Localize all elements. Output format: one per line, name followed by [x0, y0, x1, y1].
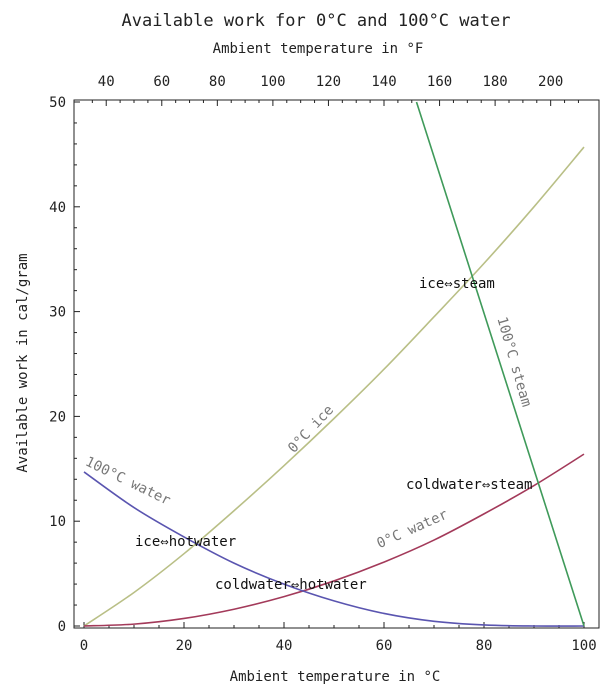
- y-tick-label: 0: [58, 619, 66, 635]
- x-axis-title: Ambient temperature in °C: [230, 669, 441, 685]
- x2-tick-label: 40: [98, 74, 115, 90]
- x-tick-label: 0: [80, 638, 88, 654]
- series-100c-water: [83, 471, 585, 627]
- chart-title: Available work for 0°C and 100°C water: [122, 11, 511, 31]
- x2-tick-label: 100: [260, 74, 285, 90]
- curve-label-0c-ice: 0°C ice: [285, 402, 337, 456]
- annotation-ice-hotwater: ice⇔hotwater: [135, 534, 236, 550]
- y-tick-label: 50: [49, 95, 66, 111]
- x2-tick-label: 180: [482, 74, 507, 90]
- curve-label-0c-water: 0°C water: [374, 507, 450, 552]
- y-tick-label: 20: [49, 409, 66, 425]
- x-tick-label: 60: [376, 638, 393, 654]
- annotation-ice-steam: ice⇔steam: [419, 276, 495, 292]
- series-0c-ice: [83, 146, 585, 627]
- x2-tick-label: 120: [316, 74, 341, 90]
- y-tick-label: 40: [49, 200, 66, 216]
- x2-tick-label: 160: [427, 74, 452, 90]
- x-tick-label: 80: [476, 638, 493, 654]
- y-axis-title: Available work in cal/gram: [15, 253, 31, 472]
- x-tick-label: 40: [276, 638, 293, 654]
- x-tick-label: 100: [571, 638, 596, 654]
- annotation-coldwater-hotwater: coldwater⇔hotwater: [215, 577, 367, 593]
- x2-tick-label: 60: [153, 74, 170, 90]
- plot-frame: [73, 99, 600, 629]
- annotation-coldwater-steam: coldwater⇔steam: [406, 477, 532, 493]
- x2-tick-label: 200: [538, 74, 563, 90]
- x-tick-label: 20: [176, 638, 193, 654]
- y-tick-label: 10: [49, 514, 66, 530]
- x2-tick-label: 140: [371, 74, 396, 90]
- y-tick-label: 30: [49, 305, 66, 321]
- series-0c-water: [83, 453, 585, 627]
- series-100c-steam: [415, 101, 585, 627]
- x2-tick-label: 80: [209, 74, 226, 90]
- top-x-axis-title: Ambient temperature in °F: [213, 41, 424, 57]
